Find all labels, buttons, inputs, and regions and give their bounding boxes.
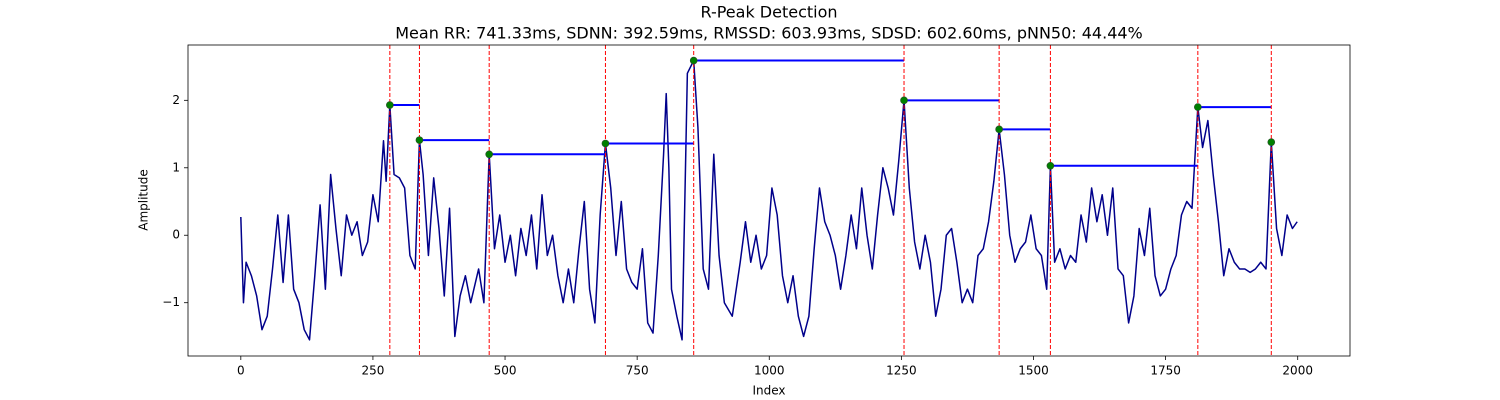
x-tick-label: 0 (237, 364, 245, 378)
x-tick-label: 2000 (1282, 364, 1313, 378)
x-tick-label: 1500 (1018, 364, 1049, 378)
chart-subtitle: Mean RR: 741.33ms, SDNN: 392.59ms, RMSSD… (395, 24, 1143, 43)
peak-marker (689, 56, 698, 65)
chart-title: R-Peak Detection (700, 3, 837, 22)
peak-marker (1194, 103, 1202, 111)
signal-line (240, 59, 1298, 341)
y-tick-label: 2 (172, 93, 180, 107)
y-tick-label: 1 (172, 160, 180, 174)
peak-marker (995, 125, 1003, 134)
peak-marker (601, 139, 610, 148)
y-tick-label: −1 (162, 295, 180, 309)
x-tick-label: 750 (626, 364, 649, 378)
peak-marker (900, 96, 908, 105)
x-tick-label: 500 (494, 364, 517, 378)
plot-frame (187, 44, 1351, 357)
x-tick-label: 250 (361, 364, 384, 378)
peak-marker (415, 136, 424, 144)
x-tick-label: 1000 (754, 364, 785, 378)
peak-marker (485, 150, 493, 159)
peak-marker (386, 101, 394, 109)
y-axis-label: Amplitude (137, 169, 151, 231)
x-tick-label: 1750 (1150, 364, 1181, 378)
peak-marker (1267, 138, 1276, 146)
peak-marker (1046, 161, 1055, 170)
x-axis-label: Index (752, 384, 785, 398)
y-tick-label: 0 (172, 228, 180, 242)
x-tick-label: 1250 (886, 364, 917, 378)
